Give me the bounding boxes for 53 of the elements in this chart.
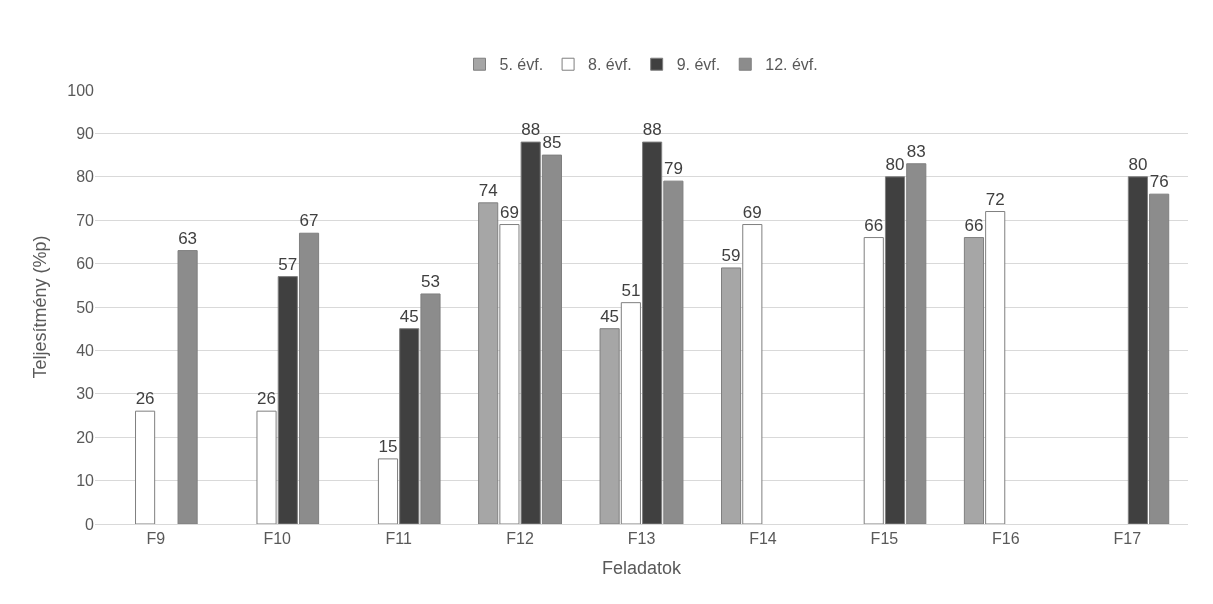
data-label: 51 bbox=[621, 280, 641, 300]
y-tick-label: 50 bbox=[76, 298, 95, 316]
x-tick-label: F11 bbox=[385, 530, 412, 548]
data-label: 26 bbox=[257, 389, 276, 409]
data-label: 69 bbox=[742, 202, 762, 222]
x-axis-title: Feladatok bbox=[601, 558, 683, 579]
data-label: 80 bbox=[885, 154, 905, 174]
data-label: 74 bbox=[478, 180, 498, 200]
data-label: 15 bbox=[378, 436, 398, 456]
data-label: 57 bbox=[278, 254, 298, 274]
data-label: 45 bbox=[600, 306, 620, 326]
data-label: 72 bbox=[985, 189, 1005, 209]
y-tick-label: 70 bbox=[76, 211, 95, 229]
legend-label: 9. évf. bbox=[676, 56, 721, 74]
data-label: 88 bbox=[642, 120, 662, 140]
x-tick-label: F9 bbox=[146, 530, 166, 548]
y-tick-label: 30 bbox=[76, 385, 95, 403]
x-tick-label: F13 bbox=[627, 530, 656, 548]
y-tick-label: 80 bbox=[76, 168, 95, 186]
data-label: 59 bbox=[721, 245, 741, 265]
x-tick-label: F14 bbox=[749, 530, 777, 548]
legend-label: 12. évf. bbox=[765, 56, 818, 74]
y-tick-label: 90 bbox=[76, 125, 95, 142]
data-label: 79 bbox=[663, 159, 683, 179]
x-tick-label: F16 bbox=[992, 530, 1020, 548]
y-tick-label: 40 bbox=[76, 342, 95, 359]
data-label: 63 bbox=[178, 228, 198, 248]
data-label: 88 bbox=[521, 120, 541, 140]
legend-label: 8. évf. bbox=[588, 56, 632, 74]
x-tick-label: F17 bbox=[1113, 530, 1142, 548]
y-tick-label: 60 bbox=[76, 255, 95, 273]
data-label: 69 bbox=[499, 202, 519, 222]
y-tick-label: 20 bbox=[76, 428, 95, 446]
y-tick-label: 10 bbox=[76, 472, 95, 490]
data-label: 45 bbox=[399, 306, 419, 326]
data-label: 26 bbox=[135, 389, 155, 409]
legend-label: 5. évf. bbox=[499, 56, 544, 74]
y-tick-label: 0 bbox=[85, 515, 95, 533]
data-label: 76 bbox=[1149, 172, 1169, 192]
data-label: 83 bbox=[906, 141, 926, 161]
y-tick-label: 100 bbox=[67, 81, 95, 99]
data-label: 85 bbox=[542, 133, 562, 153]
data-label: 53 bbox=[421, 271, 440, 291]
x-tick-label: F12 bbox=[506, 530, 534, 548]
data-label: 66 bbox=[964, 215, 984, 235]
data-label: 66 bbox=[864, 215, 884, 235]
y-axis-title: Teljesítmény (%p) bbox=[30, 235, 51, 379]
data-label: 80 bbox=[1128, 154, 1148, 174]
data-label: 67 bbox=[299, 211, 319, 231]
bar bbox=[177, 250, 198, 524]
x-tick-label: F10 bbox=[263, 530, 292, 548]
x-tick-label: F15 bbox=[870, 530, 899, 548]
bar bbox=[135, 410, 156, 524]
